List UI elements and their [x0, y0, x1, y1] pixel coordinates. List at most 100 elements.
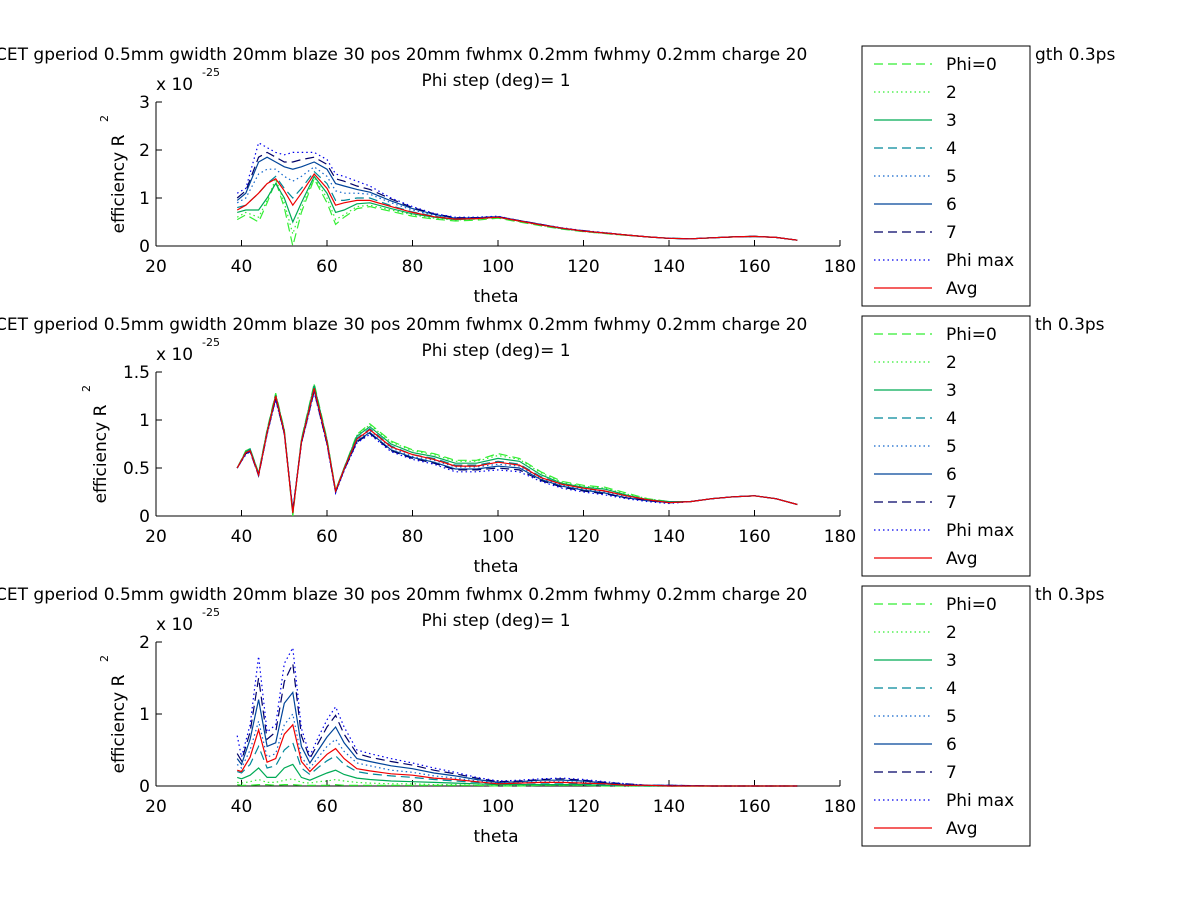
x-axis-label: theta [474, 557, 519, 577]
x-axis-label: theta [474, 827, 519, 847]
x-axis-label: theta [474, 287, 519, 307]
x-tick-label: 20 [145, 257, 167, 277]
legend-label: 3 [946, 651, 957, 671]
x-tick-label: 180 [824, 797, 856, 817]
series-line-6 [236, 156, 798, 241]
legend-label: 3 [946, 111, 957, 131]
series-line-3 [236, 385, 798, 514]
series-line-7 [236, 391, 798, 511]
axis-exponent-power: -25 [202, 336, 220, 349]
x-tick-label: 100 [482, 797, 514, 817]
legend-label: Phi max [946, 791, 1014, 811]
y-tick-label: 0 [139, 777, 150, 797]
series-line-9 [237, 723, 798, 787]
legend-label: Phi=0 [946, 325, 997, 345]
series-line-4 [237, 741, 798, 787]
chart-title: CET gperiod 0.5mm gwidth 20mm blaze 30 p… [0, 315, 807, 335]
chart-title-tail: th 0.3ps [1035, 315, 1105, 335]
series-line-6 [236, 690, 798, 787]
legend-label: 5 [946, 437, 957, 457]
legend-label: 2 [946, 83, 957, 103]
y-tick-label: 0 [139, 507, 150, 527]
x-tick-label: 40 [231, 527, 253, 547]
legend-label: 7 [946, 223, 957, 243]
series-line-2 [236, 176, 798, 241]
legend-label: Phi=0 [946, 595, 997, 615]
x-tick-label: 180 [824, 257, 856, 277]
chart-subtitle: Phi step (deg)= 1 [421, 71, 570, 91]
legend-label: 5 [946, 707, 957, 727]
y-tick-label: 0 [139, 237, 150, 257]
series-line-9 [236, 173, 798, 241]
legend-label: 6 [946, 195, 957, 215]
chart-title-tail: gth 0.3ps [1035, 45, 1115, 65]
axis-exponent-power: -25 [202, 66, 220, 79]
x-tick-label: 120 [567, 257, 599, 277]
series-line-8 [236, 141, 798, 241]
y-tick-label: 1 [139, 705, 150, 725]
legend-label: 7 [946, 493, 957, 513]
y-axis-label: efficiency R [91, 404, 111, 503]
y-axis-label-power: 2 [80, 385, 93, 392]
x-tick-label: 160 [738, 527, 770, 547]
x-tick-label: 160 [738, 797, 770, 817]
x-tick-label: 60 [316, 797, 338, 817]
legend-label: 5 [946, 167, 957, 187]
x-tick-label: 20 [145, 797, 167, 817]
x-tick-label: 140 [653, 797, 685, 817]
x-tick-label: 80 [402, 257, 424, 277]
x-tick-label: 140 [653, 527, 685, 547]
axis-exponent: x 10 [156, 615, 193, 635]
y-tick-label: 0.5 [123, 459, 150, 479]
x-tick-label: 120 [567, 797, 599, 817]
x-tick-label: 120 [567, 527, 599, 547]
x-tick-label: 20 [145, 527, 167, 547]
y-axis-label: efficiency R [109, 134, 129, 233]
legend-label: 4 [946, 679, 957, 699]
x-tick-label: 60 [316, 527, 338, 547]
legend-label: Avg [946, 279, 978, 299]
chart-panel-2: 20 40 60 80 100 120 140 160 180 0 0.5 1 1.5 x 10 -25CE… [0, 315, 1105, 577]
x-tick-label: 40 [231, 797, 253, 817]
legend-label: Phi max [946, 251, 1014, 271]
legend-label: 2 [946, 353, 957, 373]
y-tick-label: 2 [139, 141, 150, 161]
legend-label: Avg [946, 549, 978, 569]
y-tick-label: 1 [139, 189, 150, 209]
chart-subtitle: Phi step (deg)= 1 [421, 341, 570, 361]
x-tick-label: 80 [402, 797, 424, 817]
x-tick-label: 60 [316, 257, 338, 277]
series-line-8 [236, 645, 798, 787]
legend-label: Phi=0 [946, 55, 997, 75]
series-line-6 [236, 390, 798, 512]
legend-box [861, 45, 1031, 307]
series-line-9 [236, 388, 798, 514]
y-axis-label-power: 2 [98, 655, 111, 662]
series-line-7 [236, 661, 798, 787]
legend-label: 2 [946, 623, 957, 643]
series-line-5 [236, 389, 798, 512]
series-line-1 [237, 783, 798, 787]
axis-exponent-power: -25 [202, 606, 220, 619]
series-line-1 [236, 383, 798, 517]
x-tick-label: 160 [738, 257, 770, 277]
chart-title: CET gperiod 0.5mm gwidth 20mm blaze 30 p… [0, 585, 807, 605]
series-line-3 [237, 175, 798, 241]
chart-subtitle: Phi step (deg)= 1 [421, 611, 570, 631]
chart-title: CET gperiod 0.5mm gwidth 20mm blaze 30 p… [0, 45, 807, 65]
legend-label: 6 [946, 465, 957, 485]
x-tick-label: 100 [482, 257, 514, 277]
legend-label: 6 [946, 735, 957, 755]
y-tick-label: 1 [139, 411, 150, 431]
y-axis-label-power: 2 [98, 115, 111, 122]
legend-box [861, 585, 1031, 847]
series-line-1 [236, 177, 798, 247]
legend-label: 3 [946, 381, 957, 401]
y-tick-label: 3 [139, 93, 150, 113]
y-axis-label: efficiency R [109, 674, 129, 773]
series-line-4 [236, 387, 798, 513]
series-line-2 [236, 384, 798, 515]
